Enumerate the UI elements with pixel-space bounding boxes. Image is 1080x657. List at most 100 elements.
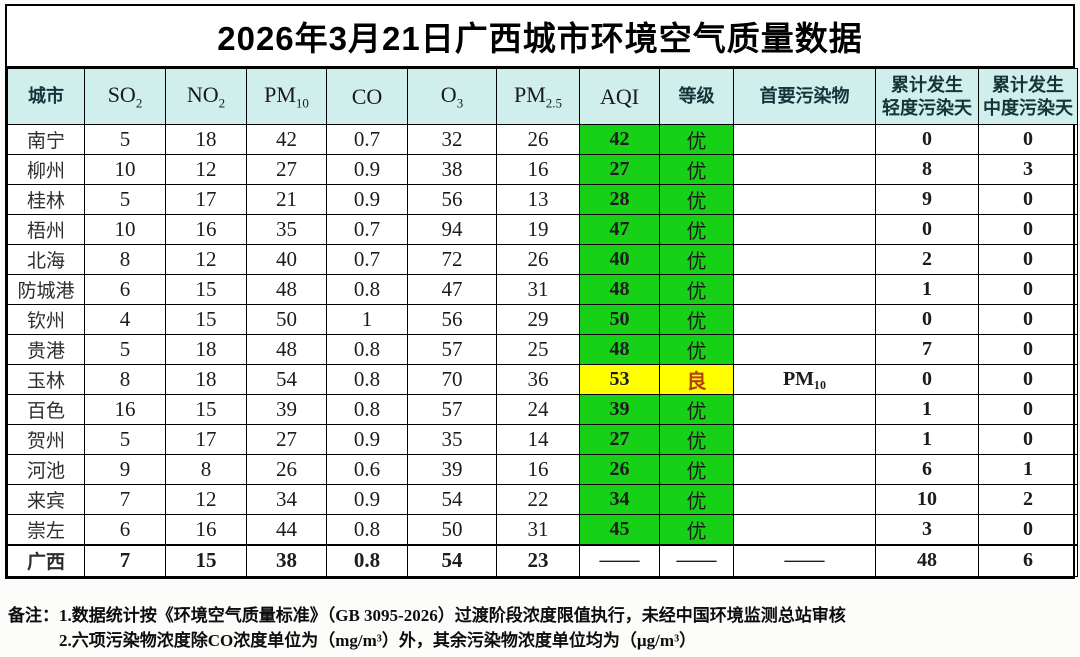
cell-moderate: 0 xyxy=(978,334,1078,365)
cell-light: 1 xyxy=(875,274,979,305)
cell-pollutant: PM₁₀ xyxy=(733,364,876,395)
cell-moderate: 1 xyxy=(978,454,1078,485)
cell-city: 贵港 xyxy=(7,334,85,365)
cell-pm10: 40 xyxy=(246,244,327,275)
cell-moderate: 0 xyxy=(978,424,1078,455)
cell-so2: 10 xyxy=(84,214,166,245)
cell-co: 0.8 xyxy=(326,364,408,395)
cell-o3: 70 xyxy=(407,364,497,395)
cell-o3: 35 xyxy=(407,424,497,455)
cell-city: 广西 xyxy=(7,544,85,577)
cell-pm25: 25 xyxy=(496,334,580,365)
table-row: 崇左 6 16 44 0.8 50 31 45 优 3 0 xyxy=(7,514,1078,546)
cell-o3: 94 xyxy=(407,214,497,245)
col-header-text: 中度污染天 xyxy=(983,97,1073,118)
cell-grade: —— xyxy=(659,544,734,577)
cell-pm10: 27 xyxy=(246,154,327,185)
cell-pollutant xyxy=(733,454,876,485)
cell-light: 0 xyxy=(875,304,979,335)
cell-moderate: 0 xyxy=(978,304,1078,335)
cell-no2: 17 xyxy=(165,424,247,455)
cell-pm10: 27 xyxy=(246,424,327,455)
col-header-co: CO xyxy=(326,68,408,125)
table-row: 柳州 10 12 27 0.9 38 16 27 优 8 3 xyxy=(7,154,1078,185)
table-row: 河池 9 8 26 0.6 39 16 26 优 6 1 xyxy=(7,454,1078,485)
cell-so2: 5 xyxy=(84,184,166,215)
cell-so2: 6 xyxy=(84,514,166,546)
cell-pollutant xyxy=(733,154,876,185)
cell-city: 南宁 xyxy=(7,124,85,155)
col-header-moderate: 累计发生 中度污染天 xyxy=(978,68,1078,125)
cell-light: 7 xyxy=(875,334,979,365)
cell-pm10: 48 xyxy=(246,274,327,305)
cell-so2: 6 xyxy=(84,274,166,305)
cell-no2: 12 xyxy=(165,484,247,515)
cell-light: 8 xyxy=(875,154,979,185)
cell-grade: 优 xyxy=(659,514,734,546)
cell-pm25: 23 xyxy=(496,544,580,577)
footnotes: 备注： 1.数据统计按《环境空气质量标准》（GB 3095-2026）过渡阶段浓… xyxy=(8,603,846,653)
cell-grade: 良 xyxy=(659,364,734,395)
cell-pm10: 54 xyxy=(246,364,327,395)
col-header-so2: SO2 xyxy=(84,68,166,125)
cell-co: 0.8 xyxy=(326,394,408,425)
cell-pollutant xyxy=(733,334,876,365)
col-header-subscript: 2 xyxy=(135,95,143,111)
cell-no2: 17 xyxy=(165,184,247,215)
cell-co: 0.7 xyxy=(326,124,408,155)
cell-no2: 18 xyxy=(165,124,247,155)
cell-no2: 15 xyxy=(165,394,247,425)
col-header-pm10: PM10 xyxy=(246,68,327,125)
cell-pm10: 42 xyxy=(246,124,327,155)
col-header-text: PM xyxy=(264,82,296,108)
cell-o3: 54 xyxy=(407,544,497,577)
cell-o3: 57 xyxy=(407,394,497,425)
col-header-text: 轻度污染天 xyxy=(882,97,972,118)
cell-aqi: 47 xyxy=(579,214,660,245)
table-header: 城市 SO2 NO2 PM10 CO O3 PM2.5 AQI 等级 首要污染物 累计发生 轻度污染天… xyxy=(7,68,1078,125)
cell-co: 0.7 xyxy=(326,214,408,245)
cell-so2: 8 xyxy=(84,244,166,275)
header-row: 城市 SO2 NO2 PM10 CO O3 PM2.5 AQI 等级 首要污染物 累计发生 轻度污染天… xyxy=(7,68,1078,125)
cell-co: 0.6 xyxy=(326,454,408,485)
table-row: 贺州 5 17 27 0.9 35 14 27 优 1 0 xyxy=(7,424,1078,455)
col-header-light: 累计发生 轻度污染天 xyxy=(875,68,979,125)
cell-pm10: 26 xyxy=(246,454,327,485)
cell-co: 0.8 xyxy=(326,544,408,577)
table-row: 玉林 8 18 54 0.8 70 36 53 良 PM₁₀ 0 0 xyxy=(7,364,1078,395)
cell-light: 1 xyxy=(875,424,979,455)
cell-co: 0.9 xyxy=(326,184,408,215)
cell-pm10: 38 xyxy=(246,544,327,577)
cell-grade: 优 xyxy=(659,484,734,515)
table-row: 贵港 5 18 48 0.8 57 25 48 优 7 0 xyxy=(7,334,1078,365)
cell-so2: 5 xyxy=(84,334,166,365)
cell-so2: 7 xyxy=(84,544,166,577)
table-row: 梧州 10 16 35 0.7 94 19 47 优 0 0 xyxy=(7,214,1078,245)
cell-pm25: 29 xyxy=(496,304,580,335)
cell-grade: 优 xyxy=(659,394,734,425)
cell-grade: 优 xyxy=(659,124,734,155)
cell-pm25: 36 xyxy=(496,364,580,395)
col-header-pm25: PM2.5 xyxy=(496,68,580,125)
col-header-o3: O3 xyxy=(407,68,497,125)
cell-aqi: 48 xyxy=(579,274,660,305)
page-title: 2026年3月21日广西城市环境空气质量数据 xyxy=(7,6,1073,68)
cell-light: 10 xyxy=(875,484,979,515)
cell-no2: 15 xyxy=(165,274,247,305)
cell-city: 河池 xyxy=(7,454,85,485)
cell-light: 9 xyxy=(875,184,979,215)
footnote-1: 1.数据统计按《环境空气质量标准》（GB 3095-2026）过渡阶段浓度限值执… xyxy=(59,606,846,625)
col-header-pollutant: 首要污染物 xyxy=(733,68,876,125)
cell-pollutant xyxy=(733,304,876,335)
cell-moderate: 0 xyxy=(978,394,1078,425)
col-header-subscript: 2.5 xyxy=(545,95,563,111)
col-header-text: PM xyxy=(513,82,546,108)
cell-grade: 优 xyxy=(659,244,734,275)
cell-aqi: 53 xyxy=(579,364,660,395)
cell-moderate: 0 xyxy=(978,514,1078,546)
cell-no2: 8 xyxy=(165,454,247,485)
cell-no2: 16 xyxy=(165,214,247,245)
cell-moderate: 6 xyxy=(978,544,1078,577)
cell-o3: 32 xyxy=(407,124,497,155)
cell-light: 0 xyxy=(875,364,979,395)
